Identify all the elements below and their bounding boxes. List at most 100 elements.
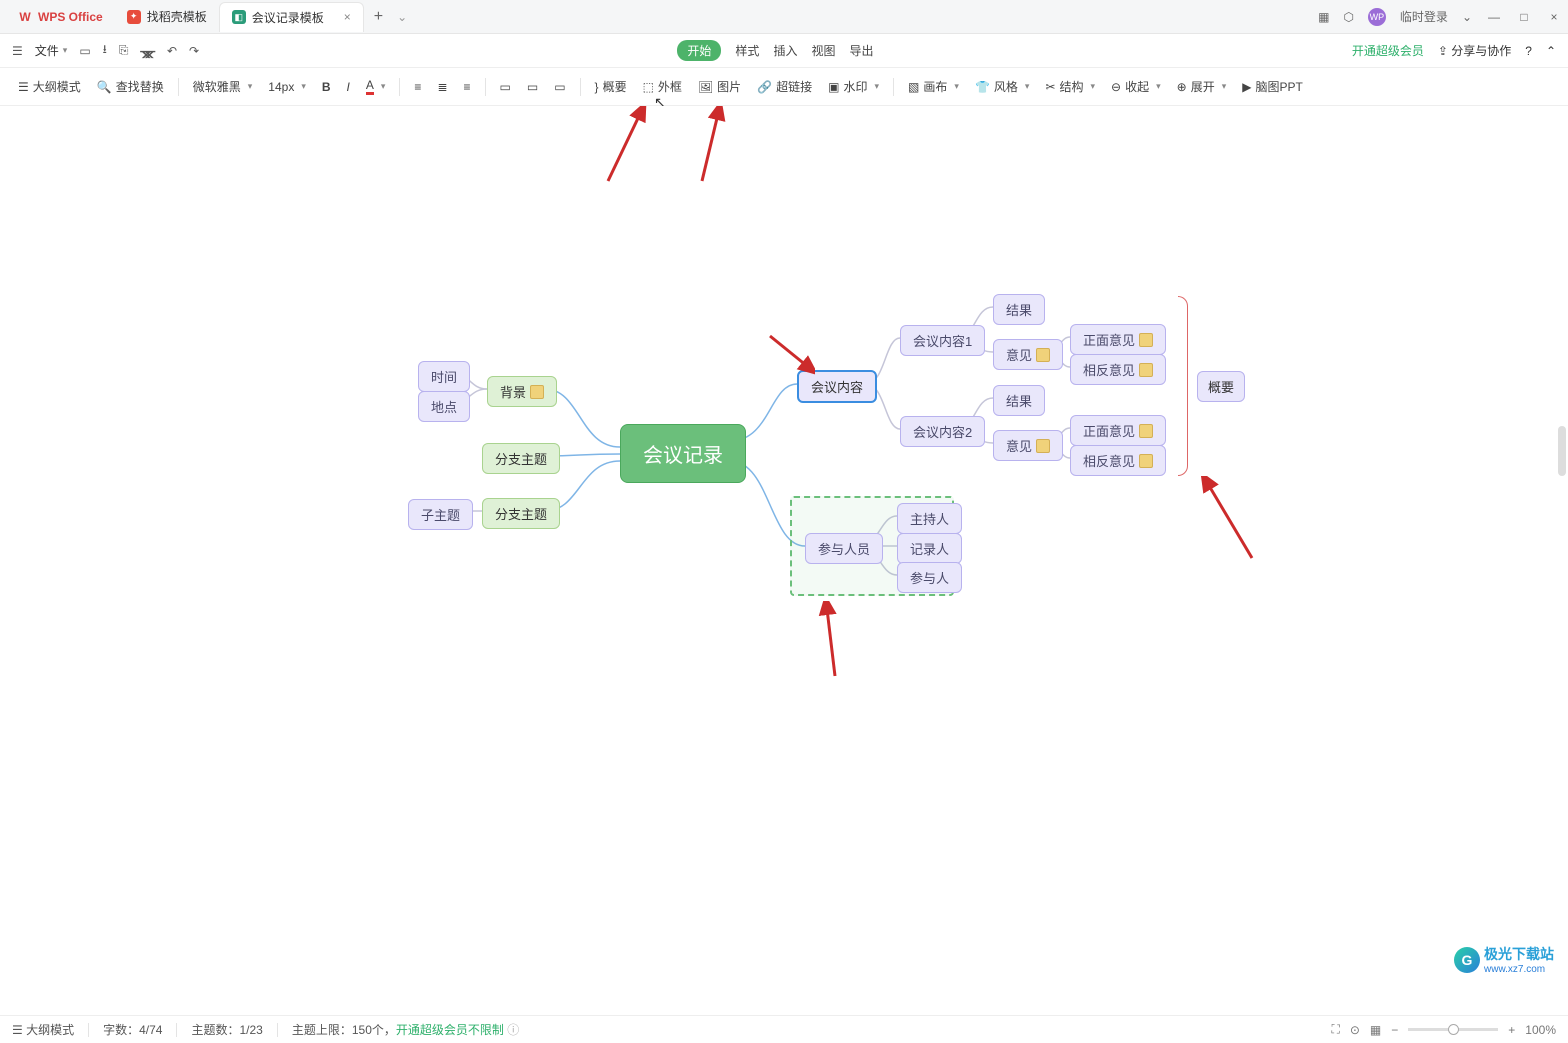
tab-active-doc[interactable]: ◧ 会议记录模板 × xyxy=(219,2,364,32)
window-maximize-button[interactable]: □ xyxy=(1516,10,1532,24)
node-negative-1[interactable]: 相反意见 xyxy=(1070,354,1166,385)
node-content-2[interactable]: 会议内容2 xyxy=(900,416,985,447)
node-opinion-2[interactable]: 意见 xyxy=(993,430,1063,461)
topic-count: 主题数：1/23 xyxy=(191,1021,262,1038)
align-right-button[interactable]: ≡ xyxy=(458,78,477,96)
style-button[interactable]: 👕 风格 xyxy=(969,76,1036,97)
zoom-out-button[interactable]: − xyxy=(1391,1023,1398,1037)
node-recorder[interactable]: 记录人 xyxy=(897,533,962,564)
help-button[interactable]: ? xyxy=(1525,44,1532,58)
zoom-in-button[interactable]: + xyxy=(1508,1023,1515,1037)
zoom-slider[interactable] xyxy=(1408,1028,1498,1031)
node-result-1[interactable]: 结果 xyxy=(993,294,1045,325)
open-icon[interactable]: ▭ xyxy=(79,44,90,58)
menu-right: 开通超级会员 ⇪ 分享与协作 ? ⌃ xyxy=(1352,42,1556,59)
hyperlink-button[interactable]: 🔗 超链接 xyxy=(751,76,818,97)
outline-mode-toggle[interactable]: ☰ 大纲模式 xyxy=(12,76,87,97)
avatar-icon[interactable]: WP xyxy=(1368,8,1386,26)
node-positive-2[interactable]: 正面意见 xyxy=(1070,415,1166,446)
collapse-ribbon-button[interactable]: ⌃ xyxy=(1546,44,1556,58)
word-count: 字数：4/74 xyxy=(103,1021,162,1038)
format-painter-icon[interactable]: ᚘ xyxy=(140,44,154,58)
tab-app[interactable]: W WPS Office xyxy=(6,2,115,32)
expand-button[interactable]: ⊕ 展开 xyxy=(1171,76,1233,97)
annotation-arrow-icon xyxy=(765,331,815,376)
node-attendee[interactable]: 参与人 xyxy=(897,562,962,593)
menu-export[interactable]: 导出 xyxy=(849,42,873,59)
titlebar-right: ▦ ⬡ WP 临时登录 ⌄ — □ × xyxy=(1318,8,1562,26)
node-time[interactable]: 时间 xyxy=(418,361,470,392)
annotation-arrow-icon xyxy=(696,106,736,186)
align-center-button[interactable]: ≣ xyxy=(431,78,453,96)
mindmap-doc-icon: ◧ xyxy=(232,10,246,24)
watermark-button[interactable]: ▣ 水印 xyxy=(822,76,885,97)
window-minimize-button[interactable]: — xyxy=(1486,10,1502,24)
find-replace-button[interactable]: 🔍 查找替换 xyxy=(91,76,170,97)
layout-icon[interactable]: ▦ xyxy=(1318,10,1329,24)
menu-tabs: 开始 样式 插入 视图 导出 xyxy=(677,40,873,61)
canvas-button[interactable]: ▧ 画布 xyxy=(902,76,965,97)
locate-icon[interactable]: ⊙ xyxy=(1350,1023,1360,1037)
fit-screen-icon[interactable]: ⛶ xyxy=(1331,1022,1339,1037)
node-center[interactable]: 会议记录 xyxy=(620,424,746,483)
outline-mode-label[interactable]: ☰ 大纲模式 xyxy=(12,1021,74,1038)
font-family-select[interactable]: 微软雅黑 xyxy=(187,76,259,97)
italic-button[interactable]: I xyxy=(341,78,356,96)
menu-style[interactable]: 样式 xyxy=(735,42,759,59)
node-subtopic[interactable]: 子主题 xyxy=(408,499,473,530)
connectors xyxy=(0,106,1568,1015)
node-content-1[interactable]: 会议内容1 xyxy=(900,325,985,356)
node-result-2[interactable]: 结果 xyxy=(993,385,1045,416)
menu-insert[interactable]: 插入 xyxy=(773,42,797,59)
mindmap-canvas[interactable]: 会议记录 时间 地点 背景 分支主题 分支主题 子主题 会议内容 会议内容1 会… xyxy=(0,106,1568,1015)
node-branch-1[interactable]: 分支主题 xyxy=(482,443,560,474)
cube-icon[interactable]: ⬡ xyxy=(1343,10,1353,24)
zoom-level[interactable]: 100% xyxy=(1525,1023,1556,1037)
share-button[interactable]: ⇪ 分享与协作 xyxy=(1438,42,1511,59)
insert-sibling-button[interactable]: ▭ xyxy=(494,78,517,96)
ppt-button[interactable]: ▶ 脑图PPT xyxy=(1236,76,1309,97)
menu-start[interactable]: 开始 xyxy=(677,40,721,61)
node-negative-2[interactable]: 相反意见 xyxy=(1070,445,1166,476)
redo-icon[interactable]: ↷ xyxy=(189,44,199,58)
vip-link[interactable]: 开通超级会员 xyxy=(1352,42,1424,59)
note-icon xyxy=(1139,424,1153,438)
vip-unlock-link[interactable]: 开通超级会员不限制 xyxy=(396,1023,504,1037)
node-branch-2[interactable]: 分支主题 xyxy=(482,498,560,529)
font-color-button[interactable]: A xyxy=(360,76,392,97)
summary-bracket xyxy=(1178,296,1188,476)
tab-add-button[interactable]: + xyxy=(364,8,393,26)
map-icon[interactable]: ▦ xyxy=(1370,1023,1381,1037)
toolbar: ☰ 大纲模式 🔍 查找替换 微软雅黑 14px B I A ≡ ≣ ≡ ▭ ▭ … xyxy=(0,68,1568,106)
login-label[interactable]: 临时登录 xyxy=(1400,8,1448,25)
summary-button[interactable]: } 概要 xyxy=(589,76,633,97)
node-background[interactable]: 背景 xyxy=(487,376,557,407)
download-icon[interactable]: ⭳ xyxy=(103,40,107,61)
node-summary[interactable]: 概要 xyxy=(1197,371,1245,402)
node-positive-1[interactable]: 正面意见 xyxy=(1070,324,1166,355)
undo-icon[interactable]: ↶ xyxy=(167,44,177,58)
export-icon[interactable]: ⎘ xyxy=(119,43,129,58)
insert-child-button[interactable]: ▭ xyxy=(521,78,544,96)
structure-button[interactable]: ✂ 结构 xyxy=(1039,76,1101,97)
node-host[interactable]: 主持人 xyxy=(897,503,962,534)
node-opinion-1[interactable]: 意见 xyxy=(993,339,1063,370)
tab-overflow-icon[interactable]: ⌄ xyxy=(397,10,407,24)
file-menu[interactable]: 文件▾ xyxy=(35,42,68,59)
font-size-select[interactable]: 14px xyxy=(262,78,312,96)
window-close-button[interactable]: × xyxy=(1546,10,1562,24)
insert-parent-button[interactable]: ▭ xyxy=(548,78,571,96)
login-chevron-icon[interactable]: ⌄ xyxy=(1462,10,1472,24)
node-place[interactable]: 地点 xyxy=(418,391,470,422)
tab-label: 会议记录模板 xyxy=(252,9,324,26)
menu-view[interactable]: 视图 xyxy=(811,42,835,59)
tab-template[interactable]: ✦ 找稻壳模板 xyxy=(115,2,219,32)
tab-close-button[interactable]: × xyxy=(344,10,351,24)
align-left-button[interactable]: ≡ xyxy=(408,78,427,96)
hamburger-icon[interactable]: ☰ xyxy=(12,44,23,58)
collapse-button[interactable]: ⊖ 收起 xyxy=(1105,76,1167,97)
node-people[interactable]: 参与人员 xyxy=(805,533,883,564)
image-button[interactable]: 🖼 图片 xyxy=(692,76,747,97)
bold-button[interactable]: B xyxy=(316,78,337,96)
scrollbar-thumb[interactable] xyxy=(1558,426,1566,476)
